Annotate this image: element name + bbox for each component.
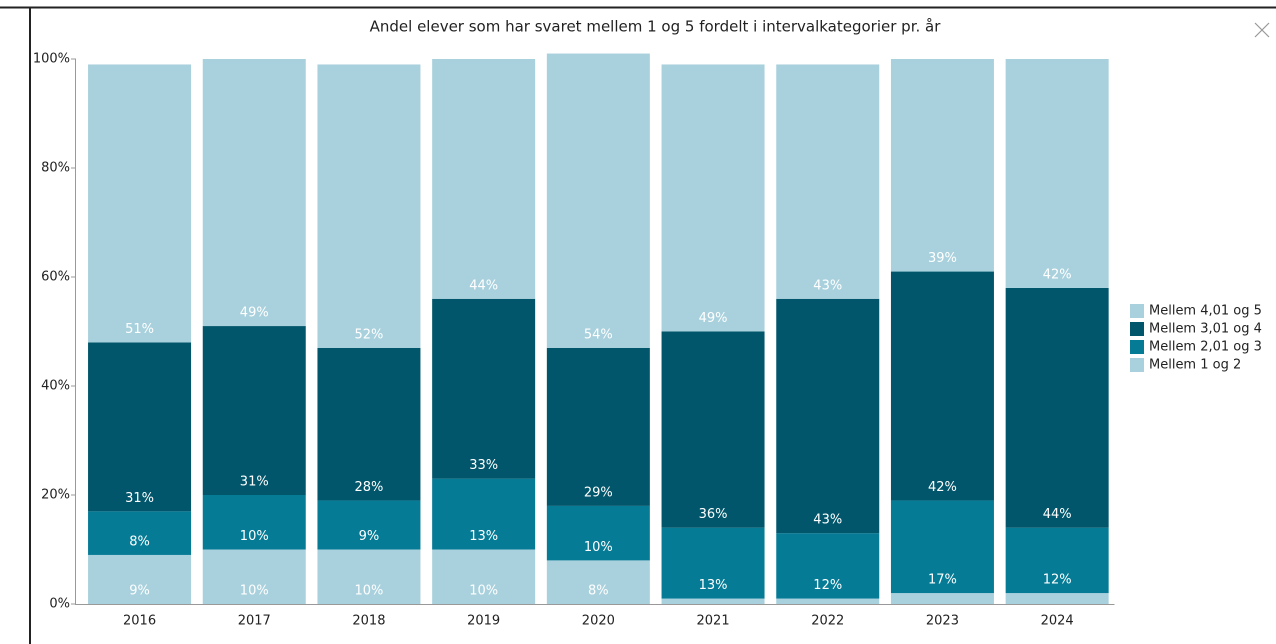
data-label: 31% [240,475,269,490]
bar-segment [546,560,650,604]
data-label: 29% [584,485,613,500]
x-tick-label: 2018 [352,614,385,629]
bar-segment [432,478,536,550]
legend-label: Mellem 3,01 og 4 [1149,322,1262,337]
legend-swatch [1130,304,1144,318]
y-tick-label: 100% [33,52,70,67]
data-label: 10% [469,584,498,599]
bar-segment [432,549,536,604]
data-label: 42% [928,480,957,495]
legend-label: Mellem 2,01 og 3 [1149,340,1262,355]
data-label: 9% [359,529,380,544]
y-tick-label: 20% [41,488,70,503]
bar-segment [890,500,994,594]
legend-swatch [1130,322,1144,336]
data-label: 33% [469,458,498,473]
data-label: 9% [129,584,150,599]
bar-segment [661,331,765,528]
bar-segment [88,554,192,604]
bar-segment [661,64,765,332]
bar-segment [776,533,880,599]
data-label: 10% [584,540,613,555]
bar-segment [88,342,192,512]
bar-segment [202,549,306,604]
legend-label: Mellem 1 og 2 [1149,358,1241,373]
data-label: 49% [240,306,269,321]
bar-segment [1005,59,1109,288]
y-tick-label: 60% [41,270,70,285]
bar-segment [317,64,421,348]
x-tick-label: 2022 [811,614,844,629]
data-label: 8% [129,534,150,549]
data-label: 39% [928,251,957,266]
data-label: 12% [813,578,842,593]
bar-segment [317,549,421,604]
bar-segment [202,495,306,550]
x-tick-label: 2019 [467,614,500,629]
data-label: 12% [1043,573,1072,588]
data-label: 43% [813,513,842,528]
bar-segment [88,64,192,343]
bar-segment [1005,593,1109,604]
bar-segment [890,59,994,272]
data-label: 43% [813,278,842,293]
x-tick-label: 2021 [697,614,730,629]
bar-segment [202,326,306,495]
bar-segment [546,505,650,561]
bar-segment [890,593,994,604]
bar-segment [546,53,650,348]
bar-segment [1005,287,1109,528]
bar-segment [202,59,306,327]
data-label: 42% [1043,267,1072,282]
bar-segment [88,511,192,555]
legend-swatch [1130,358,1144,372]
data-label: 54% [584,327,613,342]
x-tick-label: 2017 [238,614,271,629]
data-label: 51% [125,322,154,337]
data-label: 17% [928,573,957,588]
x-tick-label: 2016 [123,614,156,629]
close-button[interactable] [1254,22,1270,38]
legend-label: Mellem 4,01 og 5 [1149,304,1262,319]
data-label: 44% [1043,507,1072,522]
legend-swatch [1130,340,1144,354]
bar-segment [776,298,880,534]
chart-title: Andel elever som har svaret mellem 1 og … [370,18,942,36]
data-label: 10% [240,529,269,544]
bar-segment [890,271,994,501]
data-label: 31% [125,491,154,506]
x-tick-label: 2024 [1041,614,1074,629]
bar-segment [661,598,765,604]
data-label: 36% [699,507,728,522]
y-tick-label: 80% [41,161,70,176]
data-label: 49% [699,311,728,326]
data-label: 52% [354,327,383,342]
bar-segment [776,598,880,604]
x-tick-label: 2020 [582,614,615,629]
x-tick-label: 2023 [926,614,959,629]
data-label: 10% [354,584,383,599]
data-label: 13% [699,578,728,593]
data-label: 10% [240,584,269,599]
bar-segment [1005,527,1109,594]
bar-segment [432,298,536,479]
bar-segment [317,347,421,501]
data-label: 28% [354,480,383,495]
y-tick-label: 40% [41,379,70,394]
y-tick-label: 0% [49,597,70,612]
bar-segment [776,64,880,299]
bar-segment [546,347,650,506]
data-label: 8% [588,584,609,599]
data-label: 44% [469,278,498,293]
bar-segment [317,500,421,550]
data-label: 13% [469,529,498,544]
bar-segment [432,59,536,299]
bar-segment [661,527,765,599]
